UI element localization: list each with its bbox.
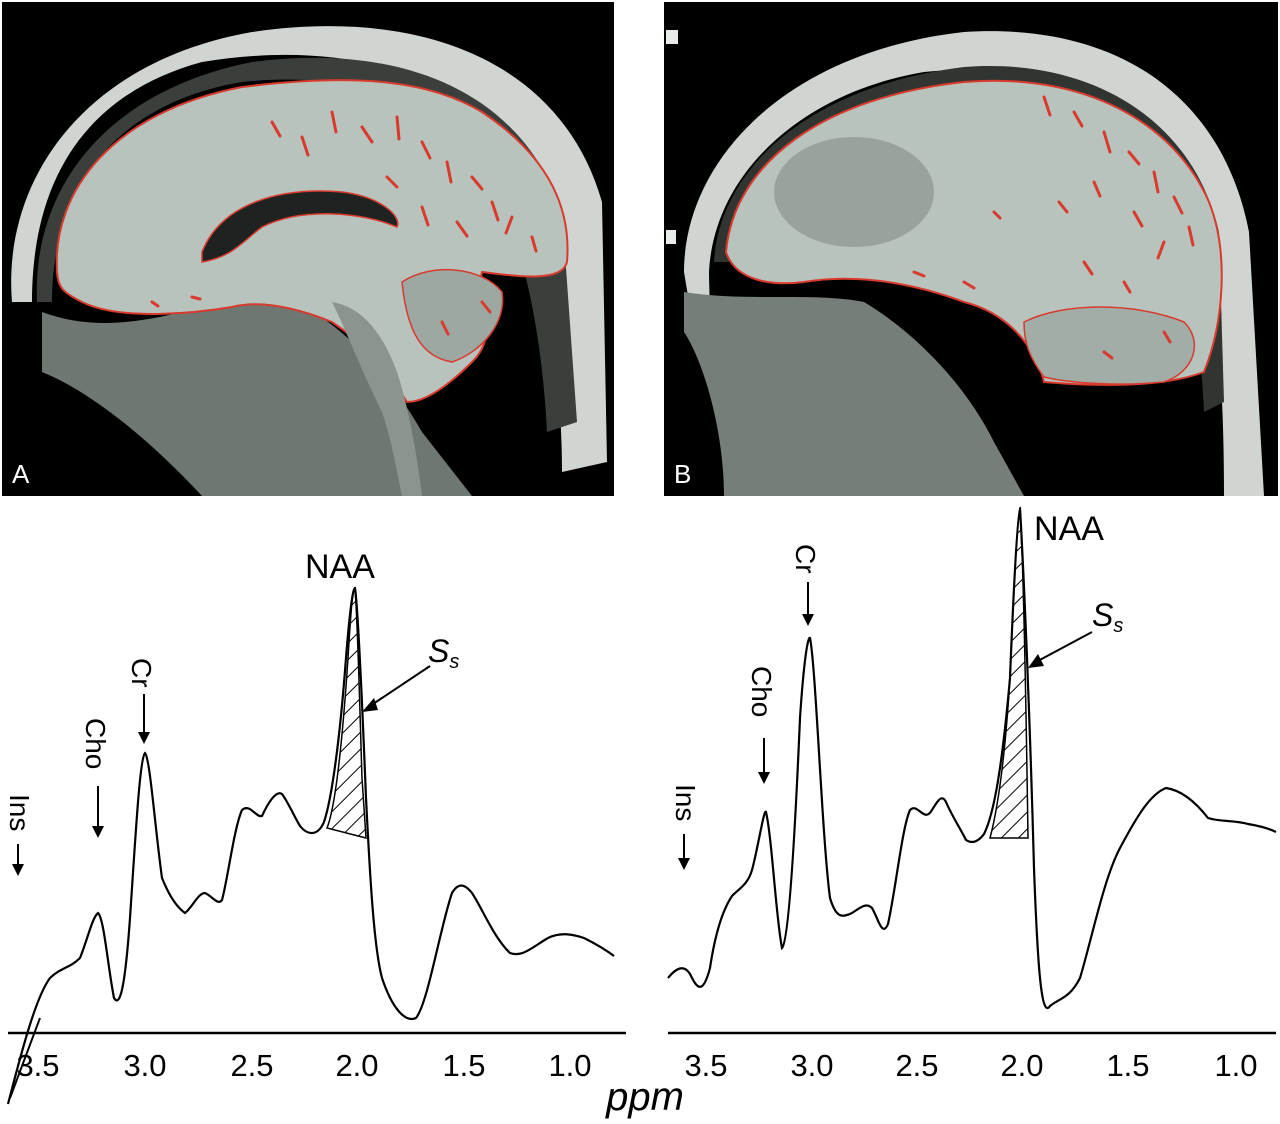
ss-label-b: Ss <box>1092 597 1123 637</box>
mri-image-a <box>11 26 607 496</box>
sulci-marks-b <box>912 95 1195 360</box>
cho-label-a: Cho <box>80 718 111 769</box>
x-axis-label: ppm <box>605 1075 684 1119</box>
label-cho-a: Cho <box>80 718 111 838</box>
cr-label-b: Cr <box>790 544 821 574</box>
tick-a-2.0: 2.0 <box>335 1048 378 1083</box>
ins-label-a: Ins <box>4 794 35 831</box>
tick-a-1.0: 1.0 <box>548 1048 591 1083</box>
label-ss-a: Ss <box>362 633 459 712</box>
spectrum-b: 3.5 3.0 2.5 2.0 1.5 1.0 Ins Cho Cr NAA S… <box>667 506 1277 1083</box>
tick-a-3.0: 3.0 <box>123 1048 166 1083</box>
tick-a-3.5: 3.5 <box>16 1048 59 1083</box>
slash-mark <box>9 1017 41 1099</box>
panel-label-b: B <box>674 459 692 489</box>
ins-label-b: Ins <box>670 784 701 821</box>
tick-a-1.5: 1.5 <box>442 1048 485 1083</box>
naa-label-a: NAA <box>305 548 375 586</box>
tick-b-2.5: 2.5 <box>895 1048 938 1083</box>
spectrum-a: 3.5 3.0 2.5 2.0 1.5 1.0 Ins Cho Cr NAA S… <box>4 548 626 1105</box>
label-ins-b: Ins <box>670 784 701 870</box>
tick-b-3.5: 3.5 <box>684 1048 727 1083</box>
sulci-marks-a <box>150 110 538 336</box>
tick-b-1.5: 1.5 <box>1106 1048 1149 1083</box>
label-ss-b: Ss <box>1028 597 1123 668</box>
cr-label-a: Cr <box>126 658 157 688</box>
mrs-spectra: 3.5 3.0 2.5 2.0 1.5 1.0 Ins Cho Cr NAA S… <box>4 506 1277 1119</box>
mri-image-b <box>666 30 1264 496</box>
cho-label-b: Cho <box>746 666 777 717</box>
label-cr-b: Cr <box>790 544 821 626</box>
x-axis-ticks-a: 3.5 3.0 2.5 2.0 1.5 1.0 <box>16 1048 591 1083</box>
mri-panel-b: B <box>664 2 1278 496</box>
naa-label-b: NAA <box>1034 510 1104 548</box>
tick-b-2.0: 2.0 <box>1000 1048 1043 1083</box>
x-axis-ticks-b: 3.5 3.0 2.5 2.0 1.5 1.0 <box>684 1048 1257 1083</box>
label-cho-b: Cho <box>746 666 777 784</box>
tick-a-2.5: 2.5 <box>230 1048 273 1083</box>
tick-b-3.0: 3.0 <box>790 1048 833 1083</box>
ss-area-a <box>325 587 367 839</box>
ss-label-a: Ss <box>428 633 459 673</box>
label-cr-a: Cr <box>126 658 157 744</box>
panel-label-a: A <box>12 459 30 489</box>
mri-panel-a: A <box>2 2 614 496</box>
spectrum-line-b <box>667 506 1277 1009</box>
tick-b-1.0: 1.0 <box>1214 1048 1257 1083</box>
label-ins-a: Ins <box>4 794 35 876</box>
spectrum-line-a <box>6 586 615 1105</box>
